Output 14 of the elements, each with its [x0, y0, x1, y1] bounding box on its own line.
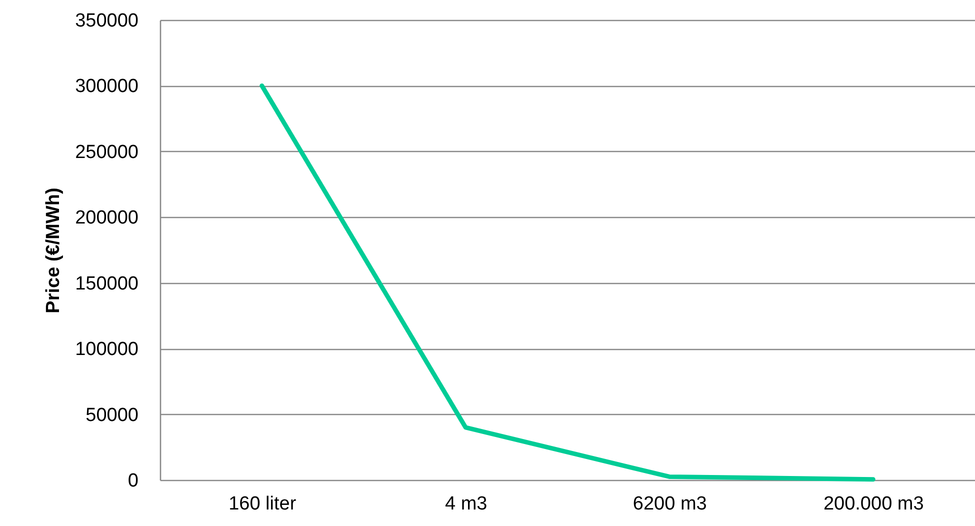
y-axis-title: Price (€/MWh)	[43, 188, 64, 314]
y-tick-label: 100000	[75, 339, 138, 360]
x-tick-label: 160 liter	[228, 494, 297, 514]
y-tick-label: 50000	[86, 404, 138, 426]
x-tick-label: 200.000 m3	[823, 494, 924, 514]
y-tick-label: 0	[128, 470, 138, 492]
y-tick-label: 300000	[75, 76, 138, 98]
y-tick-label: 350000	[75, 10, 138, 32]
y-tick-label: 250000	[75, 142, 138, 163]
y-tick-label: 150000	[75, 273, 138, 294]
line-series	[260, 83, 876, 482]
x-tick-label: 4 m3	[445, 494, 488, 514]
y-tick-label: 200000	[75, 208, 138, 229]
x-tick-label: 6200 m3	[632, 494, 707, 514]
